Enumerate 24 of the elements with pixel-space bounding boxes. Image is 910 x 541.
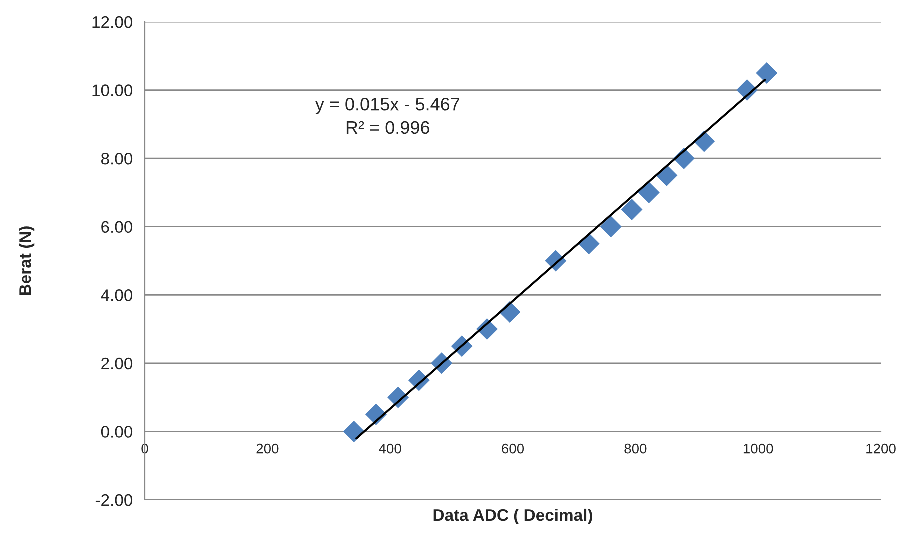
x-tick-label: 1000 <box>744 444 774 454</box>
point <box>756 62 778 84</box>
y-tick-label: -2.00 <box>96 494 133 506</box>
y-tick-label: 12.00 <box>92 16 133 28</box>
point <box>578 233 600 255</box>
x-tick-label: 1200 <box>866 444 896 454</box>
x-axis-title: Data ADC ( Decimal) <box>434 508 592 524</box>
y-tick-label: 10.00 <box>92 84 133 96</box>
y-axis-title: Berat (N) <box>19 226 35 296</box>
y-tick-label: 8.00 <box>101 152 133 165</box>
y-tick-label: 2.00 <box>102 358 133 370</box>
x-tick-label: 200 <box>256 444 279 454</box>
x-tick-label: 400 <box>379 444 402 454</box>
y-tick-label: 4.00 <box>101 290 133 302</box>
point <box>638 182 660 204</box>
point <box>343 420 365 442</box>
y-tick-label: 6.00 <box>102 221 133 234</box>
point <box>621 199 643 221</box>
annotation: y = 0.015x - 5.467 R² = 0.996 <box>315 98 460 134</box>
point <box>656 164 678 186</box>
x-tick-label: 600 <box>502 444 524 454</box>
point <box>600 216 622 238</box>
y-tick-label: 0.00 <box>101 426 133 438</box>
x-tick-label: 800 <box>624 444 647 454</box>
